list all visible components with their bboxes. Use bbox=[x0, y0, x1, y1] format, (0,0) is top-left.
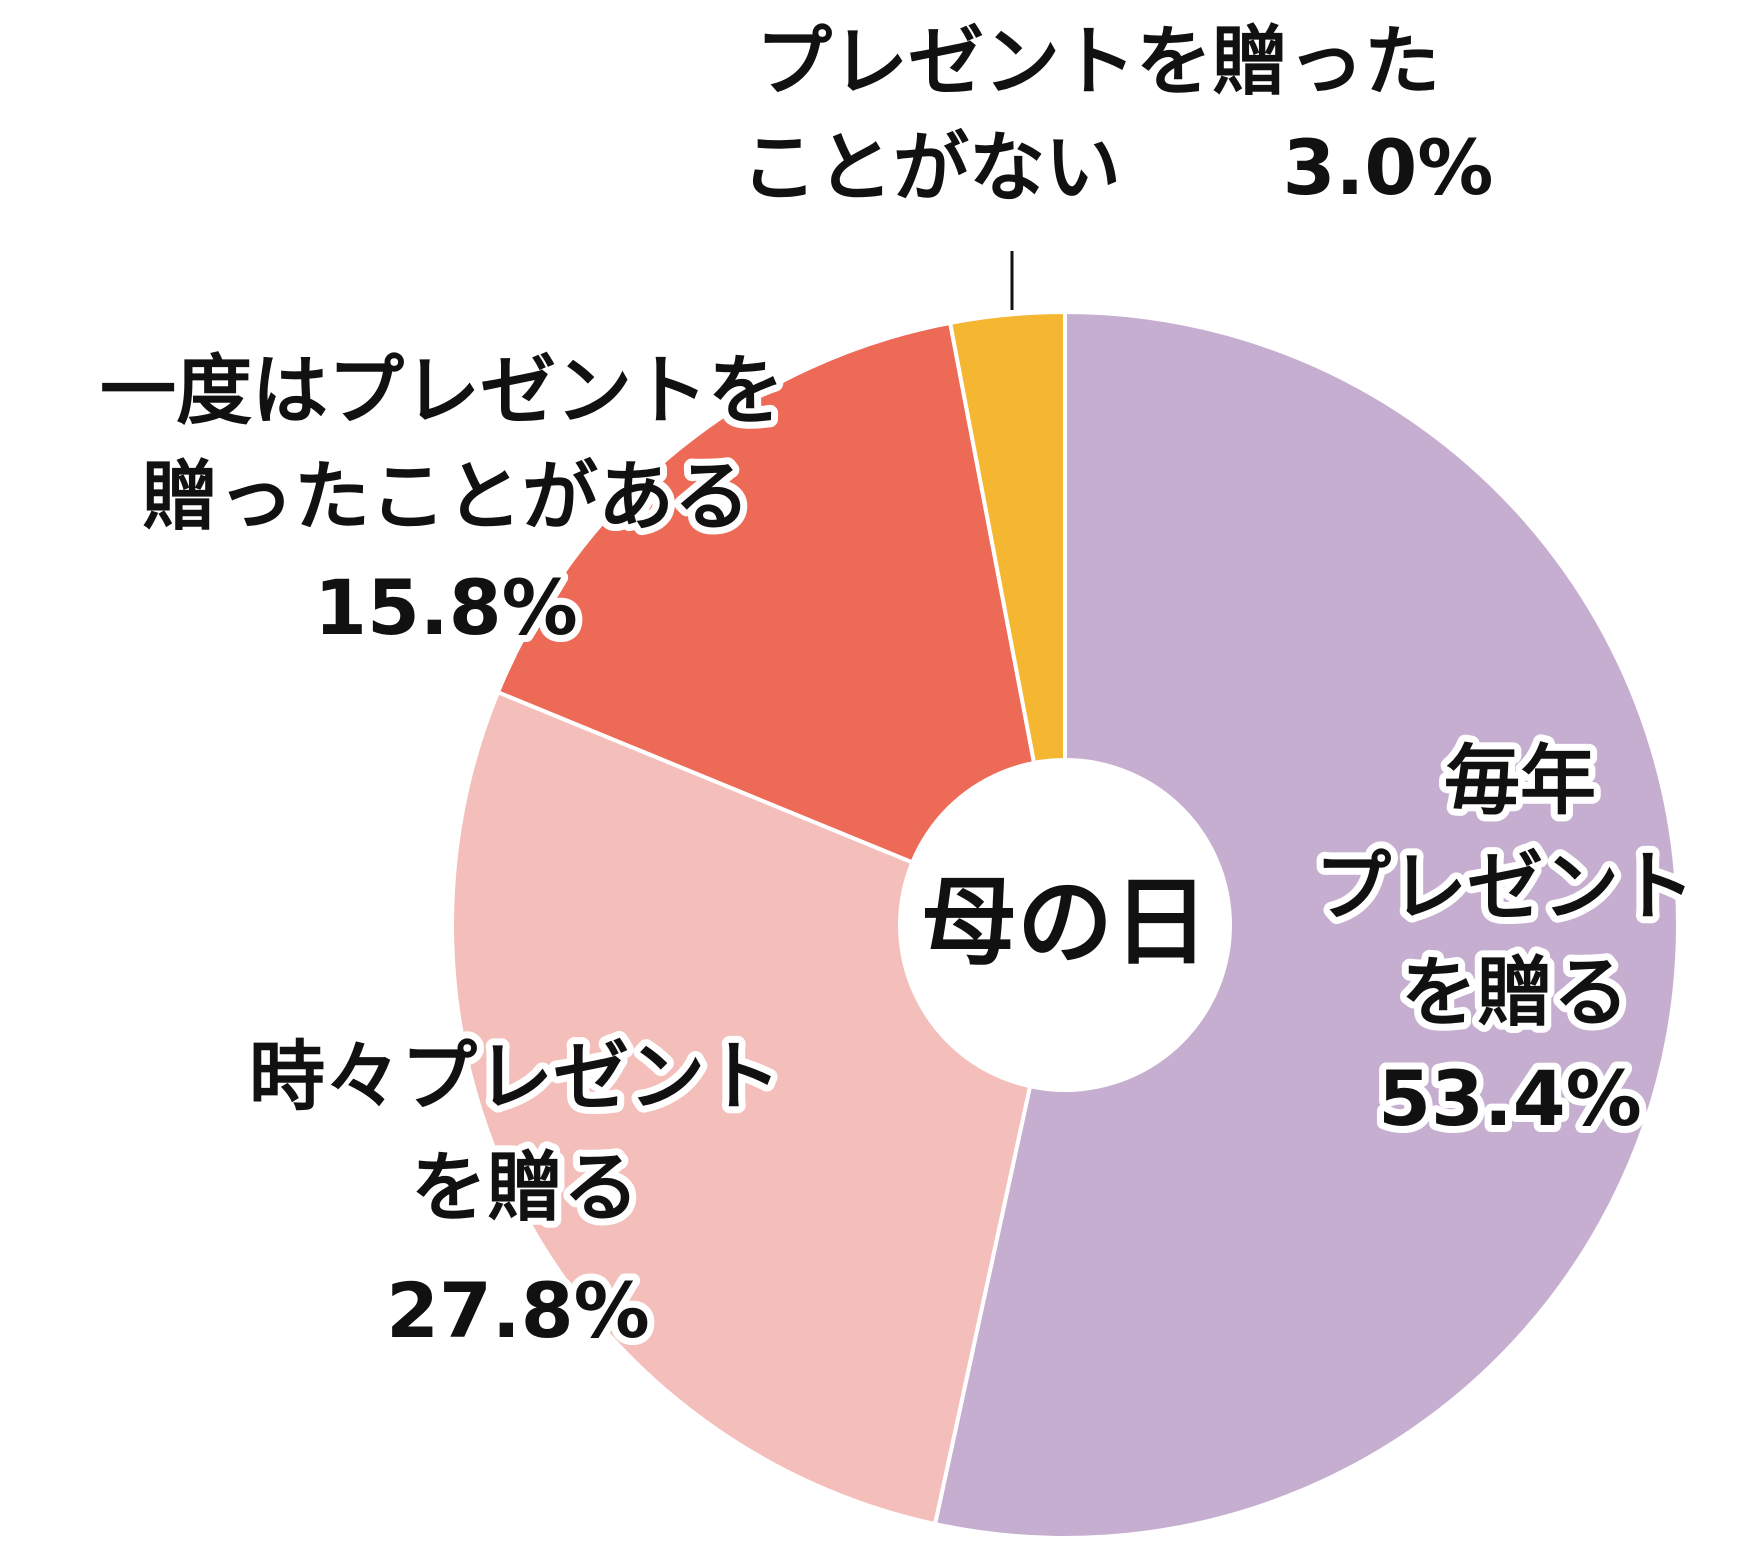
slice-label: 時々プレゼント bbox=[249, 1032, 781, 1121]
slice-label: プレゼント bbox=[1315, 842, 1695, 931]
slice-label: を贈る bbox=[1401, 948, 1629, 1037]
donut-hole bbox=[898, 758, 1232, 1092]
slice bbox=[932, 309, 1680, 1540]
slice-label: 毎年 bbox=[1444, 736, 1596, 825]
slice-label: ことがない bbox=[741, 123, 1121, 212]
value-label: 53.4% bbox=[1378, 1054, 1642, 1143]
slice-label: を贈る bbox=[411, 1143, 639, 1232]
slice-label: 贈ったことがある bbox=[142, 452, 750, 541]
value-label: 3.0% bbox=[1283, 123, 1494, 212]
value-label: 27.8% bbox=[386, 1266, 650, 1355]
slice-label: 一度はプレゼントを bbox=[100, 346, 784, 435]
value-label: 15.8% bbox=[314, 563, 578, 652]
slice-label: プレゼントを贈った bbox=[756, 17, 1440, 106]
slice bbox=[495, 320, 1068, 929]
center-label: 母の日 bbox=[921, 866, 1209, 978]
